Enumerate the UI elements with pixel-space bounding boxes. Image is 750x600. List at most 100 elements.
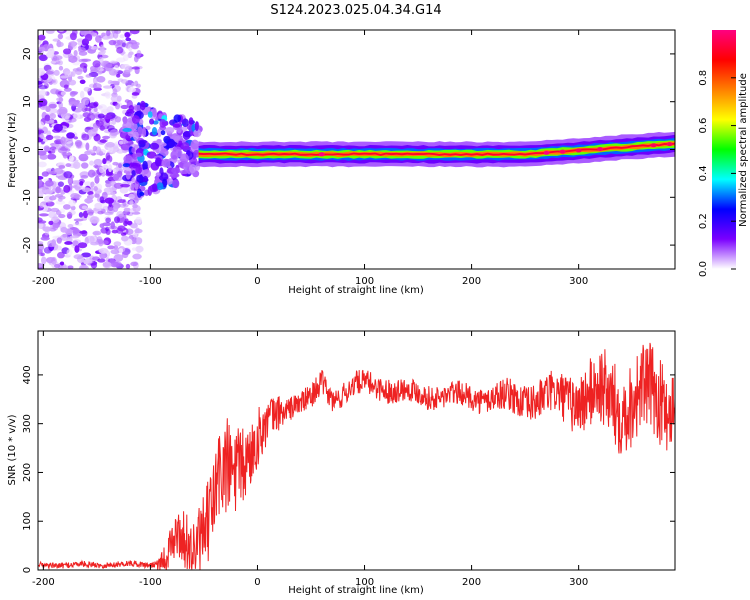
colorbar: 0.0 0.2 0.4 0.6 0.8 Normalized spectral ampl… (698, 30, 749, 277)
heat-noise-blob (113, 173, 120, 181)
heat-noise-blob (81, 133, 90, 141)
heat-noise-blob (105, 226, 110, 232)
heat-speckle (130, 182, 135, 191)
heat-noise-blob (84, 236, 89, 245)
heat-speckle (156, 182, 164, 191)
heat-speckle (188, 117, 194, 125)
heat-noise-blob (78, 47, 86, 53)
heat-noise-blob (64, 143, 72, 149)
heat-speckle (193, 129, 202, 138)
heat-noise-blob (82, 259, 93, 264)
heat-noise-blob (98, 166, 105, 174)
heat-speckle (161, 158, 171, 168)
heat-speckle (139, 100, 146, 111)
heat-noise-blob (44, 114, 51, 122)
heat-noise-blob (113, 216, 121, 224)
heat-noise-blob (109, 60, 118, 64)
heat-noise-blob (105, 217, 111, 223)
heat-noise-blob (45, 134, 54, 141)
heat-noise-blob (121, 251, 129, 259)
heat-noise-blob (112, 31, 119, 39)
heat-noise-blob (43, 189, 53, 195)
heat-noise-blob (75, 186, 81, 191)
heat-noise-blob (110, 249, 120, 255)
heat-speckle (120, 143, 131, 151)
heat-noise-blob (43, 145, 50, 151)
heat-noise-blob (136, 49, 142, 58)
snr-y-tick-label: 0 (22, 567, 33, 573)
heat-speckle (181, 126, 188, 133)
heat-noise-blob (38, 103, 43, 108)
heat-noise-blob (81, 162, 89, 169)
heat-noise-blob (97, 113, 105, 119)
heat-speckle (190, 139, 200, 150)
heat-noise-blob (102, 261, 112, 269)
heat-noise-blob (46, 153, 57, 160)
snr-x-tick-label: -200 (32, 577, 55, 588)
heat-noise-blob (120, 183, 131, 188)
heat-noise-blob (124, 66, 133, 73)
heat-noise-blob (38, 182, 43, 188)
heat-speckle (193, 149, 200, 158)
heat-noise-blob (67, 224, 74, 229)
snr-x-tick-label: 100 (355, 577, 374, 588)
heat-noise-blob (84, 150, 92, 155)
heat-noise-blob (38, 220, 47, 224)
heat-noise-blob (121, 235, 129, 242)
heat-noise-blob (85, 126, 94, 130)
heat-noise-blob (132, 204, 141, 213)
heat-noise-blob (67, 177, 74, 185)
heat-noise-blob (111, 119, 117, 125)
heat-speckle (181, 118, 189, 128)
heat-noise-blob (82, 112, 91, 118)
heat-noise-blob (77, 75, 84, 80)
heat-noise-blob (49, 146, 57, 151)
heat-speckle (161, 178, 168, 188)
heat-noise-blob (78, 153, 89, 162)
heat-noise-blob (120, 79, 129, 84)
heat-speckle (141, 169, 152, 179)
heat-noise-blob (38, 34, 46, 41)
heat-speckle (159, 149, 169, 157)
snr-series-line (38, 342, 675, 570)
heat-noise-blob (57, 33, 64, 40)
heat-noise-blob (50, 149, 56, 154)
heat-noise-blob (52, 55, 63, 61)
heat-noise-blob (113, 182, 124, 189)
heat-noise-blob (84, 197, 94, 204)
heat-noise-blob (120, 232, 127, 236)
heat-noise-blob (124, 32, 131, 38)
heat-noise-blob (105, 30, 111, 37)
heat-speckle (137, 126, 143, 136)
heat-noise-blob (125, 37, 132, 42)
heat-noise-blob (134, 253, 141, 259)
heat-speckle (120, 104, 129, 110)
heat-noise-blob (53, 263, 61, 268)
heat-noise-blob (40, 236, 50, 241)
spectrogram-y-tick-label: 0 (22, 146, 33, 152)
heat-noise-blob (106, 207, 115, 214)
heat-speckle (135, 166, 143, 175)
heat-noise-blob (130, 223, 138, 229)
heat-noise-blob (99, 139, 107, 143)
heat-noise-blob (73, 136, 78, 140)
heat-noise-blob (77, 242, 88, 249)
heat-carrier-band (198, 141, 675, 158)
snr-x-ticks: -200 -100 0 100 200 300 (32, 331, 588, 588)
heat-noise-blob (64, 241, 73, 245)
spectrogram-x-tick-label: -100 (139, 276, 162, 287)
heat-speckle (134, 152, 143, 157)
heat-noise-blob (84, 107, 92, 112)
heat-noise-blob (94, 192, 100, 198)
heat-speckle (166, 138, 176, 149)
heat-noise-blob (113, 254, 124, 262)
heat-noise-blob (65, 148, 71, 152)
heat-noise-blob (70, 205, 76, 211)
heat-noise-blob (80, 30, 89, 36)
heat-noise-blob (90, 181, 95, 188)
heat-noise-blob (118, 248, 124, 254)
heat-noise-blob (44, 180, 54, 187)
snr-x-tick-label: 0 (254, 577, 260, 588)
heat-speckle (139, 191, 145, 197)
heat-noise-blob (51, 78, 58, 85)
